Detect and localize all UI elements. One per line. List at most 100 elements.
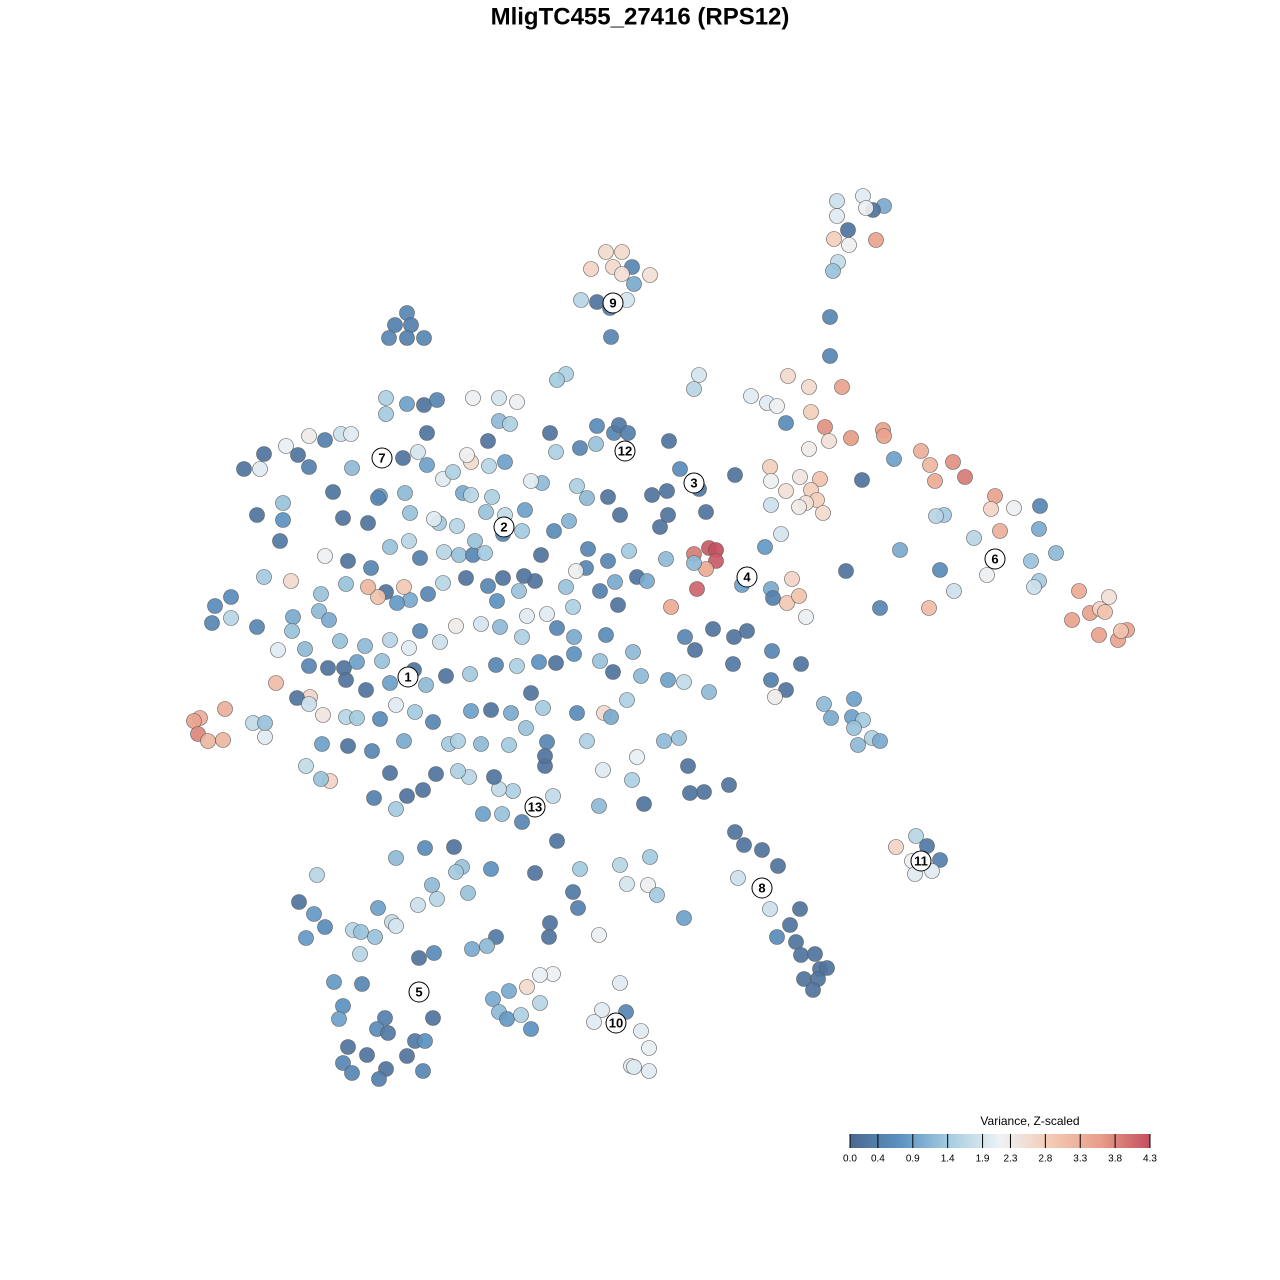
point — [335, 510, 351, 526]
cluster-label-text: 9 — [609, 295, 616, 310]
point — [415, 1063, 431, 1079]
point — [378, 406, 394, 422]
point — [301, 428, 317, 444]
point — [569, 705, 585, 721]
point — [886, 451, 902, 467]
colorbar-tick-label: 0.4 — [871, 1154, 885, 1165]
point — [484, 489, 500, 505]
point — [542, 425, 558, 441]
point — [399, 1048, 415, 1064]
point — [426, 511, 442, 527]
point — [492, 619, 508, 635]
point — [371, 1071, 387, 1087]
point — [987, 488, 1003, 504]
point — [778, 483, 794, 499]
point — [641, 1063, 657, 1079]
point — [419, 425, 435, 441]
point — [541, 929, 557, 945]
point — [850, 737, 866, 753]
point — [548, 655, 564, 671]
point — [509, 394, 525, 410]
point — [285, 609, 301, 625]
point — [803, 404, 819, 420]
point — [359, 1047, 375, 1063]
point — [872, 600, 888, 616]
point — [532, 995, 548, 1011]
point — [483, 861, 499, 877]
point — [663, 599, 679, 615]
point — [479, 938, 495, 954]
point — [513, 1007, 529, 1023]
point — [467, 533, 483, 549]
point — [569, 478, 585, 494]
point — [603, 329, 619, 345]
point — [410, 444, 426, 460]
point — [420, 586, 436, 602]
point — [612, 507, 628, 523]
point — [767, 689, 783, 705]
point — [629, 749, 645, 765]
point — [892, 542, 908, 558]
point — [792, 901, 808, 917]
point — [313, 771, 329, 787]
point — [876, 428, 892, 444]
cluster-label-badge — [736, 566, 758, 588]
point — [558, 579, 574, 595]
point — [450, 763, 466, 779]
point — [765, 590, 781, 606]
point — [549, 372, 565, 388]
colorbar-tick-label: 3.8 — [1108, 1154, 1122, 1165]
point — [370, 900, 386, 916]
point — [793, 947, 809, 963]
point — [519, 608, 535, 624]
cluster-label-badge — [371, 447, 393, 469]
point — [332, 633, 348, 649]
cluster-label: 9 — [602, 292, 624, 314]
point — [598, 244, 614, 260]
point — [572, 861, 588, 877]
point — [605, 664, 621, 680]
point — [778, 682, 794, 698]
point — [388, 850, 404, 866]
point — [344, 1065, 360, 1081]
point — [435, 575, 451, 591]
point — [502, 416, 518, 432]
point — [927, 473, 943, 489]
point — [401, 533, 417, 549]
point — [378, 390, 394, 406]
point — [612, 975, 628, 991]
point — [387, 317, 403, 333]
cluster-label-text: 1 — [404, 669, 411, 684]
point — [680, 758, 696, 774]
point — [607, 574, 623, 590]
point — [619, 692, 635, 708]
colorbar-tick-label: 0.0 — [843, 1154, 857, 1165]
point — [816, 696, 832, 712]
point — [591, 927, 607, 943]
point — [770, 858, 786, 874]
point — [589, 418, 605, 434]
point — [315, 707, 331, 723]
point — [763, 672, 779, 688]
point — [801, 379, 817, 395]
point — [417, 1033, 433, 1049]
point — [754, 842, 770, 858]
point — [1071, 583, 1087, 599]
point — [297, 641, 313, 657]
cluster-label-text: 3 — [690, 475, 697, 490]
point — [335, 1055, 351, 1071]
point — [591, 798, 607, 814]
point — [588, 436, 604, 452]
point — [624, 772, 640, 788]
point — [840, 222, 856, 238]
point — [539, 606, 555, 622]
point — [838, 563, 854, 579]
point — [301, 696, 317, 712]
point — [301, 459, 317, 475]
point — [340, 553, 356, 569]
cluster-label: 2 — [493, 516, 515, 538]
point — [501, 983, 517, 999]
point — [389, 595, 405, 611]
cluster-label-badge — [408, 981, 430, 1003]
colorbar-tick-label: 4.3 — [1143, 1154, 1157, 1165]
